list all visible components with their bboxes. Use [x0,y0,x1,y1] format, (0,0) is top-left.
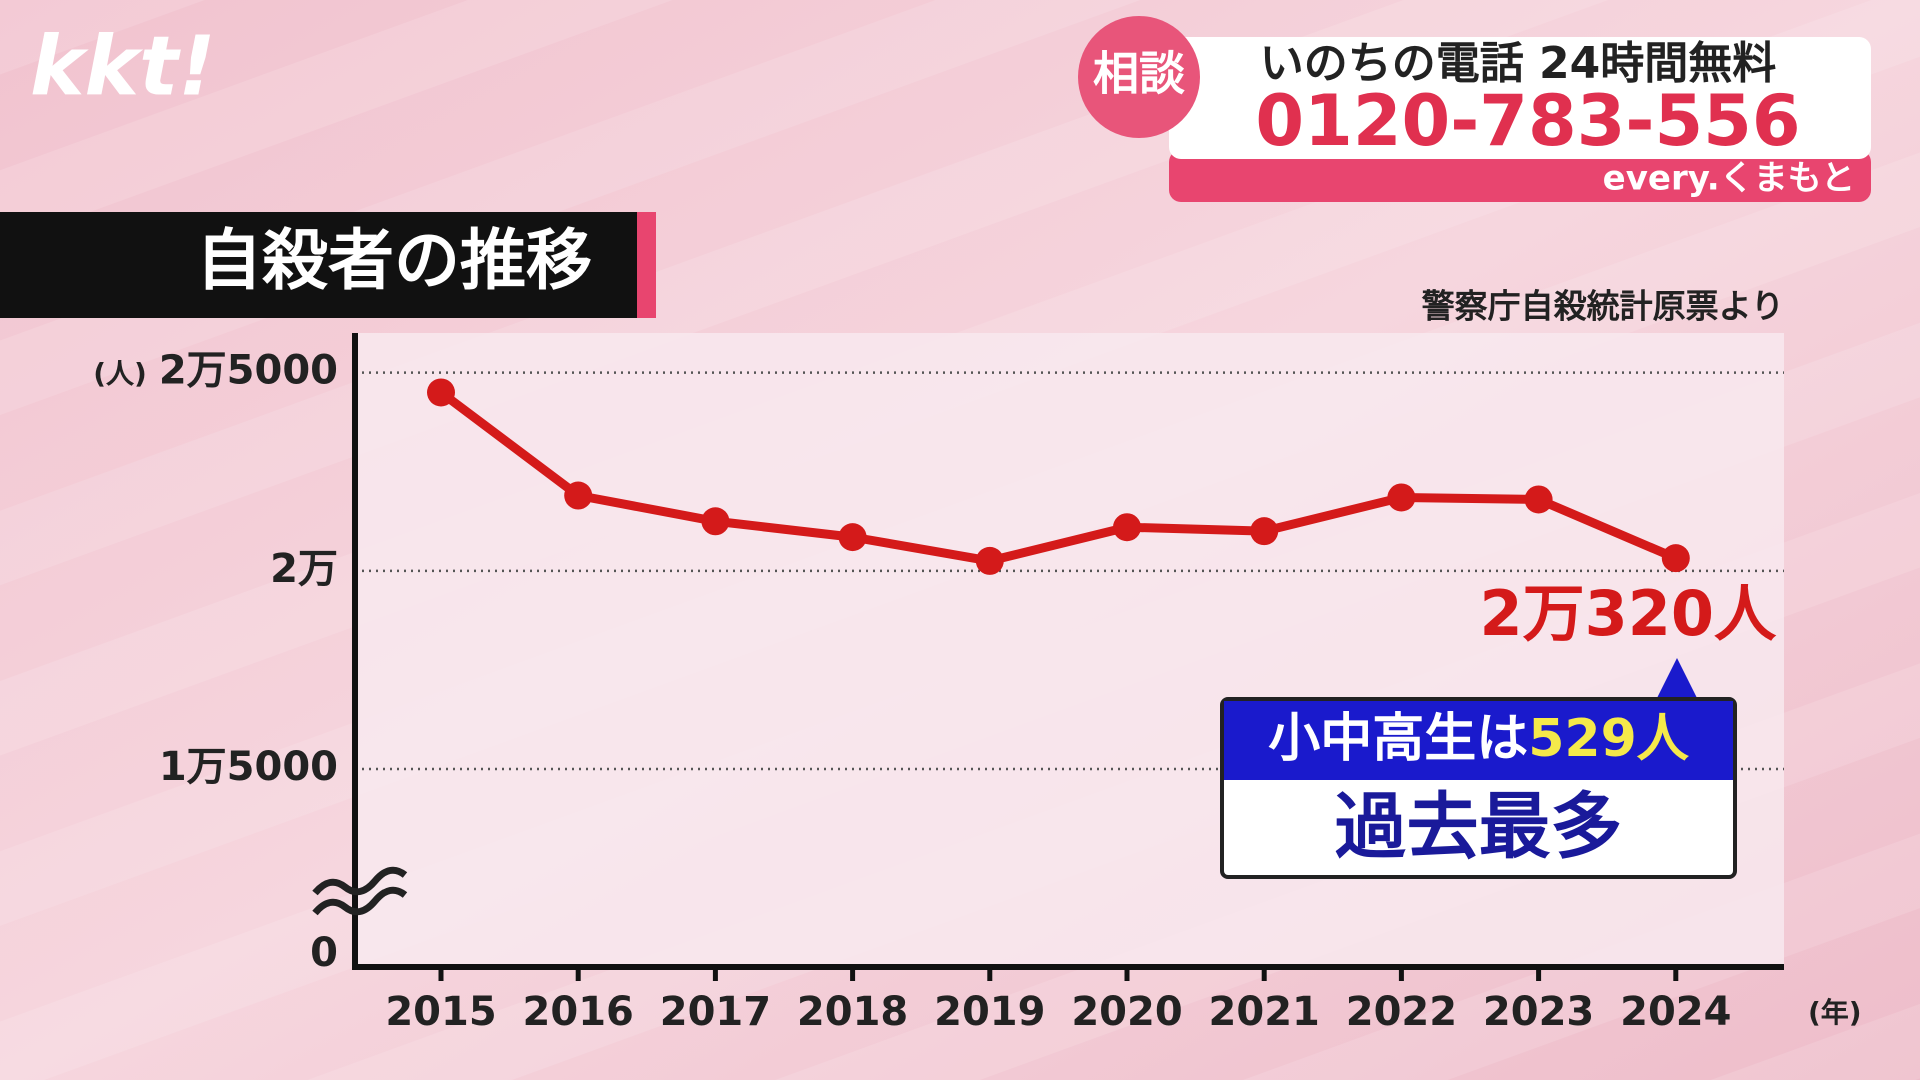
x-tick-label: 2016 [523,989,634,1035]
y-unit: (人) [93,357,147,390]
axis-break [312,866,408,896]
value-label: 2万320人 [1480,577,1778,650]
badge-circle [1078,16,1200,138]
callout-highlight: 529人 [1528,709,1690,769]
badge: 相談 [1093,47,1185,101]
x-tick-label: 2015 [385,989,496,1035]
source: 警察庁自殺統計原票より [1422,287,1784,326]
data-point [564,481,593,510]
data-point [701,507,730,536]
program: every.くまもと [1603,159,1855,199]
callout-prefix: 小中高生は [1268,709,1528,769]
data-point [1387,483,1416,512]
y-tick-label: 1万5000 [159,744,338,790]
data-point [975,546,1004,575]
data-point [838,523,867,552]
x-tick-label: 2019 [934,989,1045,1035]
callout-header [1224,701,1733,780]
y-tick-label: 2万 [270,546,338,592]
x-tick-label: 2021 [1209,989,1320,1035]
data-point [1113,513,1141,542]
logo: kkt! [30,19,216,114]
x-tick-label: 2023 [1483,989,1594,1035]
data-line [438,388,1678,566]
y-tick-label: 0 [310,930,338,976]
callout-headline: 小中高生は529人 [1268,709,1690,769]
phone: 0120-783-556 [1255,80,1800,162]
hotline-box [1169,37,1871,159]
data-point [427,378,455,407]
hotline: いのちの電話 24時間無料 [1260,38,1777,89]
data-point [1250,517,1279,546]
x-tick-label: 2020 [1071,989,1182,1035]
callout-body: 過去最多 [1334,785,1622,869]
y-tick-label: 2万5000 [159,348,338,394]
x-unit: (年) [1808,996,1862,1029]
program-band [1169,150,1871,202]
x-tick-label: 2024 [1620,989,1731,1035]
x-tick-label: 2022 [1346,989,1457,1035]
data-point [1661,544,1690,573]
title-bar [0,212,637,318]
data-point [1524,485,1553,514]
chart-title: 自殺者の推移 [196,222,592,299]
axis-break [312,886,408,916]
x-tick-label: 2017 [660,989,771,1035]
callout-pointer [1655,658,1699,702]
x-tick-label: 2018 [797,989,908,1035]
